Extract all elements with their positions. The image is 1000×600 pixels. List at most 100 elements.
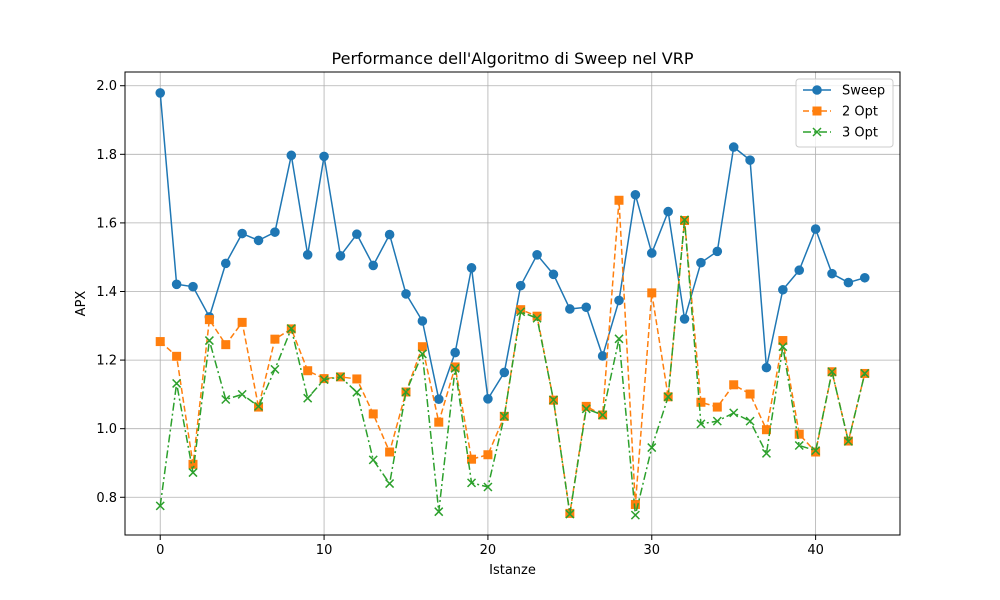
y-tick-label: 1.8 xyxy=(96,148,117,163)
data-point-3-opt xyxy=(483,482,493,492)
data-point-3-opt xyxy=(712,416,722,426)
data-point-sweep xyxy=(761,362,772,373)
data-point-3-opt xyxy=(467,478,477,488)
series-line-3-opt xyxy=(159,219,866,516)
data-point-3-opt xyxy=(647,443,657,453)
data-point-2-opt xyxy=(172,351,182,361)
data-point-3-opt xyxy=(745,416,755,426)
data-point-sweep xyxy=(384,229,395,240)
data-point-sweep xyxy=(270,227,280,237)
x-tick-label: 40 xyxy=(807,543,824,558)
x-tick-label: 10 xyxy=(316,543,333,558)
plot-frame xyxy=(124,71,901,536)
data-point-3-opt xyxy=(565,509,575,519)
data-point-3-opt xyxy=(516,307,526,317)
data-point-sweep xyxy=(220,258,231,269)
data-point-sweep xyxy=(286,150,297,161)
data-point-3-opt xyxy=(434,507,444,517)
series-sweep xyxy=(155,88,870,404)
data-point-2-opt xyxy=(434,417,444,427)
legend-entry-2-opt: 2 Opt xyxy=(803,105,878,120)
data-point-3-opt xyxy=(270,364,280,374)
data-point-2-opt xyxy=(614,195,624,205)
data-point-2-opt xyxy=(467,454,477,464)
data-point-3-opt xyxy=(417,349,427,359)
data-point-sweep xyxy=(827,268,837,279)
x-tick-label: 0 xyxy=(156,543,164,558)
data-point-2-opt xyxy=(794,429,804,439)
y-tick-label: 1.2 xyxy=(96,354,117,369)
data-point-3-opt xyxy=(827,367,837,377)
data-point-3-opt xyxy=(778,342,788,352)
x-tick-label: 30 xyxy=(643,543,660,558)
legend-label-sweep: Sweep xyxy=(842,84,885,99)
chart-title: Performance dell'Algoritmo di Sweep nel … xyxy=(332,49,694,68)
legend-marker-2-opt xyxy=(812,106,822,116)
y-tick-label: 2.0 xyxy=(96,79,117,94)
data-point-sweep xyxy=(778,284,788,295)
data-point-3-opt xyxy=(221,394,231,405)
data-point-sweep xyxy=(810,224,821,234)
data-point-3-opt xyxy=(811,446,821,456)
data-point-sweep xyxy=(155,88,166,98)
data-point-3-opt xyxy=(188,468,198,478)
data-point-sweep xyxy=(728,142,739,152)
data-point-3-opt xyxy=(286,324,296,334)
data-point-2-opt xyxy=(745,389,755,399)
data-point-3-opt xyxy=(843,436,853,446)
data-point-3-opt xyxy=(680,215,690,225)
data-point-3-opt xyxy=(335,372,345,382)
data-point-sweep xyxy=(614,295,624,306)
data-point-sweep xyxy=(646,248,657,258)
data-point-sweep xyxy=(630,189,641,200)
data-point-2-opt xyxy=(204,315,214,325)
series-3-opt xyxy=(155,215,870,520)
data-point-3-opt xyxy=(630,510,640,520)
legend: Sweep 2 Opt 3 Opt xyxy=(795,78,894,148)
data-point-3-opt xyxy=(614,334,624,344)
data-point-2-opt xyxy=(221,340,231,350)
data-point-3-opt xyxy=(729,408,739,418)
data-point-sweep xyxy=(417,316,428,326)
data-point-2-opt xyxy=(417,342,427,352)
data-point-sweep xyxy=(794,265,805,276)
data-point-sweep xyxy=(548,269,559,280)
data-point-3-opt xyxy=(385,479,395,489)
data-point-sweep xyxy=(237,228,247,239)
data-point-3-opt xyxy=(319,375,329,385)
data-point-2-opt xyxy=(729,380,739,390)
data-point-2-opt xyxy=(647,288,657,298)
data-point-3-opt xyxy=(172,378,182,388)
data-point-sweep xyxy=(466,263,477,273)
data-point-2-opt xyxy=(155,337,165,347)
data-point-3-opt xyxy=(860,368,870,378)
data-point-sweep xyxy=(712,246,723,257)
data-point-3-opt xyxy=(237,389,247,399)
data-point-3-opt xyxy=(548,395,558,405)
data-point-2-opt xyxy=(385,447,395,457)
y-axis-label: APX xyxy=(74,291,89,317)
data-point-sweep xyxy=(499,367,510,378)
legend-marker-sweep xyxy=(812,85,822,95)
data-point-sweep xyxy=(483,394,493,404)
data-point-2-opt xyxy=(303,366,313,376)
data-point-2-opt xyxy=(581,401,591,411)
data-point-sweep xyxy=(188,281,198,292)
data-point-sweep xyxy=(843,277,854,288)
data-point-2-opt xyxy=(188,459,198,469)
legend-box xyxy=(795,78,894,148)
data-point-2-opt xyxy=(368,409,378,419)
data-point-3-opt xyxy=(532,313,542,323)
data-point-sweep xyxy=(696,257,706,268)
y-tick-label: 0.8 xyxy=(96,491,117,506)
series-layer xyxy=(155,88,870,520)
data-point-sweep xyxy=(433,394,444,404)
data-point-3-opt xyxy=(794,440,804,451)
data-point-3-opt xyxy=(352,387,362,397)
data-point-sweep xyxy=(450,347,460,358)
x-axis-label: Istanze xyxy=(489,563,536,578)
data-point-3-opt xyxy=(368,455,378,465)
data-point-sweep xyxy=(565,304,575,314)
data-point-3-opt xyxy=(254,401,264,411)
